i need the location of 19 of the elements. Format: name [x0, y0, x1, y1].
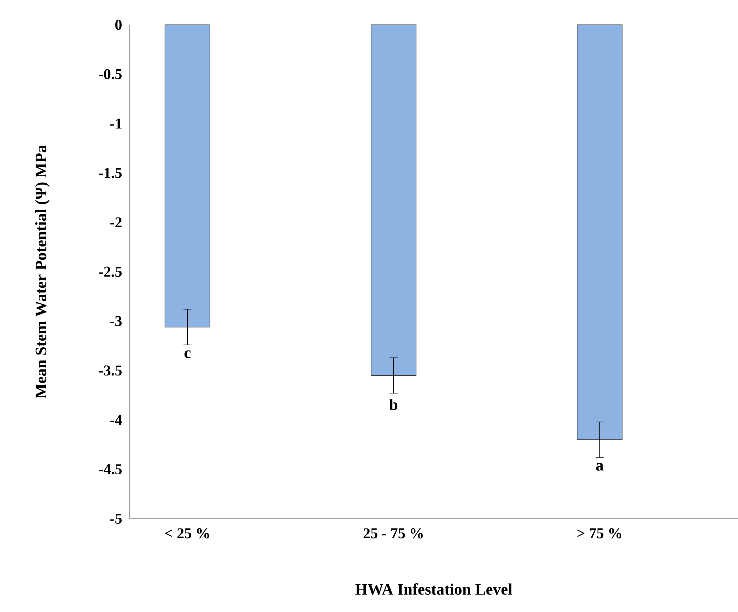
x-tick-label: > 75 % — [578, 528, 622, 539]
y-tick-label: -4 — [110, 415, 122, 426]
y-axis-title: Mean Stem Water Potential (Ψ) MPa — [35, 145, 50, 399]
y-tick-label: -5 — [110, 514, 122, 524]
y-tick-label: -1 — [110, 118, 122, 129]
y-tick-label: -4.5 — [99, 464, 122, 475]
y-tick-label: -0.5 — [99, 69, 122, 80]
y-tick-label: -3.5 — [99, 366, 122, 376]
annotation: c — [184, 350, 191, 358]
annotation: a — [596, 463, 604, 471]
y-tick-label: -2 — [110, 218, 122, 228]
annotation: b — [390, 399, 398, 410]
y-tick-label: -1.5 — [99, 168, 122, 178]
x-tick-label: 25 - 75 % — [364, 528, 424, 539]
y-tick-label: -3 — [110, 316, 122, 326]
y-tick-label: -2.5 — [99, 266, 122, 278]
x-tick-label: < 25 % — [165, 528, 210, 539]
y-tick-label: 0 — [116, 20, 122, 30]
x-axis-title: HWA Infestation Level — [356, 584, 512, 596]
